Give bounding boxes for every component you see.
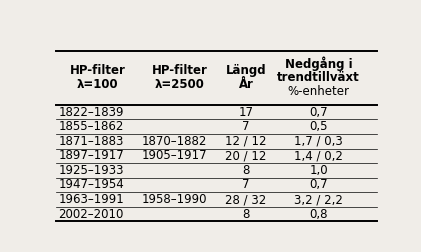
Text: 1905–1917: 1905–1917 [142, 149, 207, 162]
Text: 1855–1862: 1855–1862 [59, 120, 124, 133]
Text: År: År [239, 78, 253, 91]
Text: 0,5: 0,5 [309, 120, 328, 133]
Text: 0,7: 0,7 [309, 178, 328, 192]
Text: 1947–1954: 1947–1954 [59, 178, 124, 192]
Text: 1,7 / 0,3: 1,7 / 0,3 [294, 135, 343, 148]
Text: 7: 7 [242, 120, 250, 133]
Text: HP-filter: HP-filter [152, 64, 208, 77]
Text: 8: 8 [242, 164, 250, 177]
Text: trendtillväxt: trendtillväxt [277, 71, 360, 84]
Text: 2002–2010: 2002–2010 [59, 208, 124, 220]
Text: 0,7: 0,7 [309, 106, 328, 119]
Text: HP-filter: HP-filter [69, 64, 125, 77]
Text: 1,4 / 0,2: 1,4 / 0,2 [294, 149, 343, 162]
Text: 28 / 32: 28 / 32 [225, 193, 266, 206]
Text: 3,2 / 2,2: 3,2 / 2,2 [294, 193, 343, 206]
Text: 0,8: 0,8 [309, 208, 328, 220]
Text: %-enheter: %-enheter [288, 85, 349, 98]
Text: 1897–1917: 1897–1917 [59, 149, 124, 162]
Text: 1,0: 1,0 [309, 164, 328, 177]
Text: 1925–1933: 1925–1933 [59, 164, 124, 177]
Text: 1871–1883: 1871–1883 [59, 135, 124, 148]
Text: 20 / 12: 20 / 12 [225, 149, 266, 162]
Text: 1958–1990: 1958–1990 [142, 193, 207, 206]
Text: 1963–1991: 1963–1991 [59, 193, 124, 206]
Text: 1870–1882: 1870–1882 [142, 135, 207, 148]
Text: 1822–1839: 1822–1839 [59, 106, 124, 119]
Text: λ=2500: λ=2500 [155, 78, 205, 91]
Text: 8: 8 [242, 208, 250, 220]
Text: 7: 7 [242, 178, 250, 192]
Text: Nedgång i: Nedgång i [285, 56, 352, 71]
Text: 12 / 12: 12 / 12 [225, 135, 266, 148]
Text: Längd: Längd [226, 64, 266, 77]
Text: 17: 17 [238, 106, 253, 119]
Text: λ=100: λ=100 [77, 78, 118, 91]
